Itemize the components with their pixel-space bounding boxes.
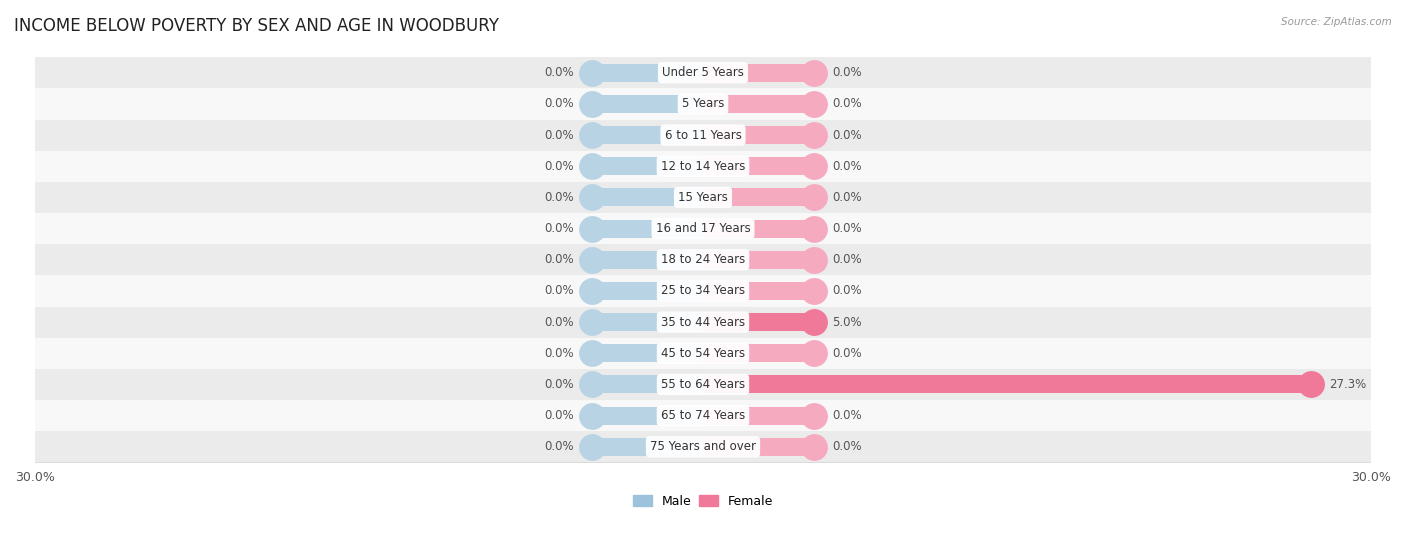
Bar <box>592 219 703 238</box>
Bar <box>35 119 1371 151</box>
Text: 0.0%: 0.0% <box>832 66 862 79</box>
Text: 0.0%: 0.0% <box>544 409 574 422</box>
Text: 5 Years: 5 Years <box>682 98 724 110</box>
Bar <box>35 369 1371 400</box>
Text: 27.3%: 27.3% <box>1329 378 1367 391</box>
Text: 18 to 24 Years: 18 to 24 Years <box>661 253 745 266</box>
Text: 0.0%: 0.0% <box>544 160 574 173</box>
Bar <box>703 219 814 238</box>
Text: 0.0%: 0.0% <box>544 66 574 79</box>
Text: INCOME BELOW POVERTY BY SEX AND AGE IN WOODBURY: INCOME BELOW POVERTY BY SEX AND AGE IN W… <box>14 17 499 35</box>
Text: 0.0%: 0.0% <box>544 378 574 391</box>
Bar <box>592 157 703 175</box>
Text: 0.0%: 0.0% <box>544 222 574 235</box>
Bar <box>35 338 1371 369</box>
Bar <box>35 88 1371 119</box>
Text: Under 5 Years: Under 5 Years <box>662 66 744 79</box>
Text: 6 to 11 Years: 6 to 11 Years <box>665 128 741 142</box>
Text: 45 to 54 Years: 45 to 54 Years <box>661 347 745 360</box>
Text: 0.0%: 0.0% <box>544 128 574 142</box>
Bar <box>592 95 703 113</box>
Text: 0.0%: 0.0% <box>832 191 862 204</box>
Text: 15 Years: 15 Years <box>678 191 728 204</box>
Text: 5.0%: 5.0% <box>832 316 862 329</box>
Text: 0.0%: 0.0% <box>544 191 574 204</box>
Text: 0.0%: 0.0% <box>544 98 574 110</box>
Text: 0.0%: 0.0% <box>544 316 574 329</box>
Bar <box>703 344 814 362</box>
Legend: Male, Female: Male, Female <box>628 490 778 513</box>
Bar <box>592 189 703 206</box>
Bar <box>35 151 1371 182</box>
Text: 0.0%: 0.0% <box>832 409 862 422</box>
Bar <box>592 313 703 331</box>
Text: 0.0%: 0.0% <box>544 347 574 360</box>
Bar <box>35 275 1371 306</box>
Bar <box>35 182 1371 213</box>
Bar <box>592 376 703 393</box>
Bar <box>592 126 703 144</box>
Text: 0.0%: 0.0% <box>544 285 574 297</box>
Bar <box>703 126 814 144</box>
Text: 0.0%: 0.0% <box>544 440 574 453</box>
Text: 16 and 17 Years: 16 and 17 Years <box>655 222 751 235</box>
Bar <box>703 313 814 331</box>
Text: Source: ZipAtlas.com: Source: ZipAtlas.com <box>1281 17 1392 27</box>
Bar <box>592 64 703 82</box>
Text: 35 to 44 Years: 35 to 44 Years <box>661 316 745 329</box>
Text: 0.0%: 0.0% <box>832 440 862 453</box>
Text: 0.0%: 0.0% <box>832 160 862 173</box>
Text: 12 to 14 Years: 12 to 14 Years <box>661 160 745 173</box>
Bar <box>592 438 703 456</box>
Bar <box>703 157 814 175</box>
Text: 0.0%: 0.0% <box>832 98 862 110</box>
Bar <box>703 95 814 113</box>
Text: 55 to 64 Years: 55 to 64 Years <box>661 378 745 391</box>
Text: 0.0%: 0.0% <box>832 222 862 235</box>
Text: 0.0%: 0.0% <box>832 128 862 142</box>
Bar <box>592 407 703 425</box>
Bar <box>592 344 703 362</box>
Text: 0.0%: 0.0% <box>832 347 862 360</box>
Bar <box>592 282 703 300</box>
Bar <box>703 407 814 425</box>
Bar <box>703 376 1310 393</box>
Text: 0.0%: 0.0% <box>832 253 862 266</box>
Bar <box>35 244 1371 275</box>
Bar <box>703 189 814 206</box>
Bar <box>592 251 703 269</box>
Text: 75 Years and over: 75 Years and over <box>650 440 756 453</box>
Bar <box>703 282 814 300</box>
Text: 65 to 74 Years: 65 to 74 Years <box>661 409 745 422</box>
Bar <box>35 400 1371 431</box>
Text: 0.0%: 0.0% <box>832 285 862 297</box>
Bar <box>703 438 814 456</box>
Bar <box>35 306 1371 338</box>
Bar <box>35 57 1371 88</box>
Text: 0.0%: 0.0% <box>544 253 574 266</box>
Bar <box>35 213 1371 244</box>
Bar <box>703 251 814 269</box>
Bar <box>703 64 814 82</box>
Text: 25 to 34 Years: 25 to 34 Years <box>661 285 745 297</box>
Bar <box>35 431 1371 463</box>
